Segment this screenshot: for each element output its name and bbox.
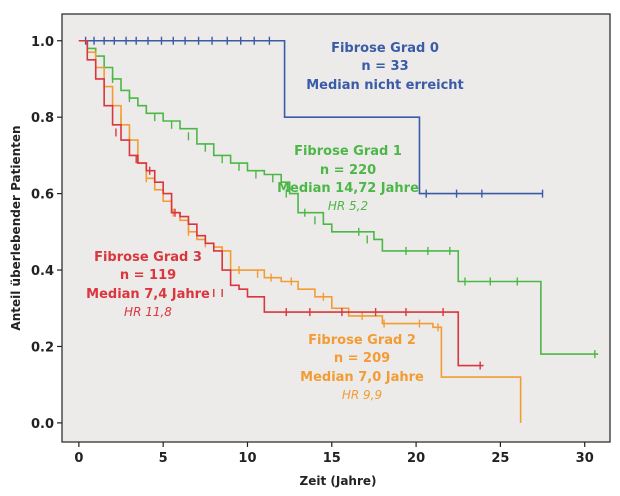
annotation-grade3-hr: HR 11,8 bbox=[124, 305, 172, 319]
annotation-grade1: Fibrose Grad 1 n = 220 Median 14,72 Jahr… bbox=[277, 144, 419, 213]
x-tick-label: 20 bbox=[407, 451, 425, 466]
annotation-grade3-title: Fibrose Grad 3 bbox=[94, 250, 202, 265]
series-grade1 bbox=[78, 39, 599, 359]
survival-curve-grade3 bbox=[78, 39, 484, 367]
x-tick-label: 15 bbox=[323, 451, 341, 466]
annotation-grade3-median: Median 7,4 Jahre bbox=[86, 287, 210, 302]
annotation-grade1-median: Median 14,72 Jahre bbox=[277, 181, 419, 196]
annotation-grade0-median: Median nicht erreicht bbox=[306, 78, 464, 93]
x-tick-label: 25 bbox=[491, 451, 509, 466]
survival-curve-grade1 bbox=[78, 39, 599, 355]
annotation-grade3-n: n = 119 bbox=[120, 268, 176, 283]
annotation-grade2-median: Median 7,0 Jahre bbox=[300, 370, 424, 385]
x-tick-label: 5 bbox=[159, 451, 168, 466]
annotation-grade0-title: Fibrose Grad 0 bbox=[331, 41, 439, 56]
x-tick-label: 0 bbox=[74, 451, 83, 466]
y-tick-label: 0.6 bbox=[31, 188, 54, 203]
annotation-grade1-title: Fibrose Grad 1 bbox=[294, 144, 402, 159]
annotation-grade1-n: n = 220 bbox=[320, 163, 376, 178]
y-tick-label: 1.0 bbox=[31, 35, 54, 50]
x-axis-title: Zeit (Jahre) bbox=[300, 474, 377, 488]
axis-ticks: 0 5 10 15 20 25 30 0.0 0.2 0.4 0.6 0.8 1.0 bbox=[31, 35, 594, 466]
annotation-grade3: Fibrose Grad 3 n = 119 Median 7,4 Jahre … bbox=[86, 250, 210, 319]
curves-layer bbox=[78, 36, 599, 423]
annotation-grade2-hr: HR 9,9 bbox=[342, 388, 382, 402]
plot-area bbox=[61, 13, 611, 443]
series-grade3 bbox=[78, 39, 484, 370]
y-tick-label: 0.2 bbox=[31, 340, 54, 355]
x-tick-label: 10 bbox=[238, 451, 256, 466]
annotation-grade2: Fibrose Grad 2 n = 209 Median 7,0 Jahre … bbox=[300, 333, 424, 402]
survival-curve-grade0 bbox=[78, 39, 543, 195]
y-tick-label: 0.4 bbox=[31, 264, 54, 279]
annotation-grade2-title: Fibrose Grad 2 bbox=[308, 333, 416, 348]
y-axis-title: Anteil überlebender Patienten bbox=[9, 125, 23, 330]
annotation-grade0-n: n = 33 bbox=[361, 59, 408, 74]
series-grade0 bbox=[78, 36, 544, 198]
y-tick-label: 0.0 bbox=[31, 417, 54, 432]
annotation-grade0: Fibrose Grad 0 n = 33 Median nicht errei… bbox=[306, 41, 464, 93]
annotation-grade2-n: n = 209 bbox=[334, 351, 390, 366]
x-tick-label: 30 bbox=[576, 451, 594, 466]
y-tick-label: 0.8 bbox=[31, 111, 54, 126]
annotation-grade1-hr: HR 5,2 bbox=[328, 199, 368, 213]
